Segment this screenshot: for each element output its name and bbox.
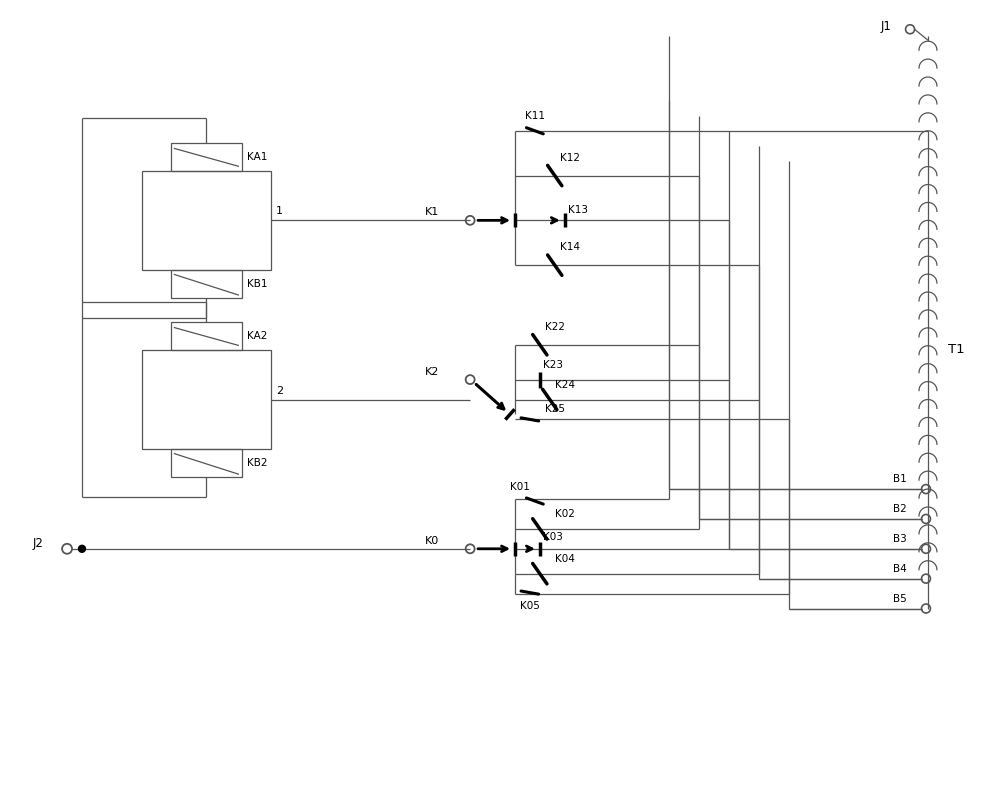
Text: KA2: KA2 [247, 331, 267, 341]
Text: KA1: KA1 [247, 152, 267, 161]
Text: 2: 2 [276, 386, 283, 396]
Text: K0: K0 [425, 536, 440, 546]
Text: K11: K11 [525, 111, 545, 121]
Text: B4: B4 [893, 564, 907, 574]
Bar [142, 350, 271, 449]
Text: K12: K12 [560, 153, 580, 163]
Text: K14: K14 [560, 242, 580, 252]
Text: J2: J2 [32, 537, 43, 551]
Circle shape [78, 545, 85, 552]
Text: K25: K25 [545, 404, 565, 415]
Text: 1: 1 [276, 206, 283, 217]
Text: K03: K03 [543, 532, 563, 542]
Text: B3: B3 [893, 534, 907, 544]
Bar [171, 143, 242, 170]
Text: K24: K24 [555, 380, 575, 390]
Text: K02: K02 [555, 509, 575, 519]
Text: B1: B1 [893, 474, 907, 484]
Text: J1: J1 [880, 20, 891, 33]
Bar [171, 449, 242, 477]
Text: K1: K1 [425, 208, 440, 217]
Text: K22: K22 [545, 322, 565, 332]
Text: K04: K04 [555, 554, 575, 564]
Bar [171, 322, 242, 350]
Text: T1: T1 [948, 344, 965, 356]
Text: B2: B2 [893, 504, 907, 514]
Text: K01: K01 [510, 482, 530, 492]
Bar [171, 270, 242, 298]
Text: K05: K05 [520, 601, 540, 610]
Text: K13: K13 [568, 205, 588, 216]
Text: K23: K23 [543, 360, 563, 370]
Bar [142, 170, 271, 270]
Text: KB1: KB1 [247, 279, 267, 289]
Text: K2: K2 [425, 367, 440, 376]
Text: KB2: KB2 [247, 458, 267, 468]
Text: B5: B5 [893, 594, 907, 603]
